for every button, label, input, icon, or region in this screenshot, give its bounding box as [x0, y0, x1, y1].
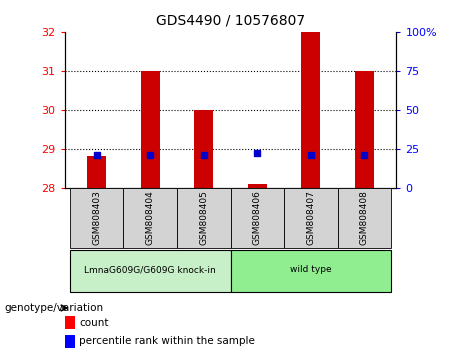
Bar — [87, 156, 106, 188]
Bar — [70, 250, 230, 292]
Text: genotype/variation: genotype/variation — [5, 303, 104, 313]
Bar — [70, 188, 124, 248]
Text: LmnaG609G/G609G knock-in: LmnaG609G/G609G knock-in — [84, 266, 216, 274]
Title: GDS4490 / 10576807: GDS4490 / 10576807 — [156, 14, 305, 28]
Text: GSM808406: GSM808406 — [253, 190, 262, 245]
Text: GSM808408: GSM808408 — [360, 190, 369, 245]
Bar — [230, 250, 391, 292]
Text: GSM808405: GSM808405 — [199, 190, 208, 245]
Bar — [141, 71, 160, 188]
Text: GSM808404: GSM808404 — [146, 190, 155, 245]
Bar — [124, 188, 177, 248]
Text: percentile rank within the sample: percentile rank within the sample — [79, 336, 255, 347]
Bar — [337, 188, 391, 248]
Text: GSM808403: GSM808403 — [92, 190, 101, 245]
Bar — [230, 188, 284, 248]
Text: GSM808407: GSM808407 — [306, 190, 315, 245]
Bar — [355, 71, 374, 188]
Text: count: count — [79, 318, 109, 328]
Bar — [248, 184, 266, 188]
Bar — [195, 110, 213, 188]
Text: wild type: wild type — [290, 266, 331, 274]
Bar — [301, 32, 320, 188]
Bar — [65, 316, 75, 329]
Bar — [284, 188, 337, 248]
Bar — [65, 335, 75, 348]
Bar — [177, 188, 230, 248]
